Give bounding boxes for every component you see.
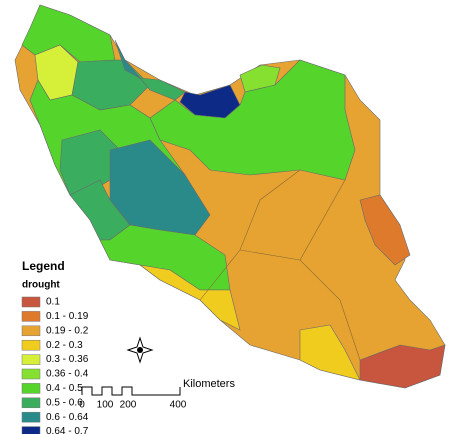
legend-swatch: [21, 383, 41, 394]
region: [359, 194, 411, 266]
legend-label: 0.1: [46, 297, 60, 308]
legend-label: 0.5 - 0.6: [46, 397, 83, 408]
legend-swatch: [21, 296, 41, 308]
legend-label: 0.4 - 0.5: [46, 383, 83, 394]
border: [199, 169, 301, 301]
legend-swatch: [21, 426, 41, 434]
legend-label: 0.36 - 0.4: [46, 369, 89, 380]
legend-label: 0.64 - 0.7: [46, 426, 89, 434]
legend-label: 0.3 - 0.36: [46, 354, 89, 365]
region: [139, 77, 186, 101]
legend-label: 0.6 - 0.64: [46, 412, 89, 423]
country: [14, 4, 446, 389]
legend-swatch: [21, 339, 41, 351]
region: [99, 224, 231, 291]
region: [149, 59, 356, 181]
region: [139, 264, 241, 331]
legend-swatch: [21, 397, 41, 409]
legend-label: 0.19 - 0.2: [46, 325, 89, 336]
legend-swatch: [21, 325, 41, 337]
legend-swatch: [21, 311, 41, 322]
legend-swatch: [21, 411, 41, 423]
region: [21, 4, 116, 63]
scale-label: 0: [79, 400, 85, 411]
legend-swatch: [21, 368, 41, 380]
region: [359, 344, 446, 389]
legend-swatch: [21, 354, 41, 365]
legend-subtitle: drought: [22, 280, 60, 291]
border: [299, 179, 346, 261]
legend-title: Legend: [22, 259, 65, 273]
compass: [126, 336, 154, 364]
scale-unit: Kilometers: [183, 378, 235, 390]
region: [239, 64, 281, 93]
scale-label: 400: [170, 400, 187, 411]
scale-label: 100: [97, 400, 114, 411]
legend-label: 0.2 - 0.3: [46, 340, 83, 351]
scale-label: 200: [120, 400, 137, 411]
border: [239, 249, 361, 361]
scale-bar: Kilometers 0 100 200 400: [79, 378, 235, 411]
legend-label: 0.1 - 0.19: [46, 311, 89, 322]
legend: Legend drought 0.1 0.1 - 0.19 0.19 - 0.2 0.…: [21, 259, 89, 434]
